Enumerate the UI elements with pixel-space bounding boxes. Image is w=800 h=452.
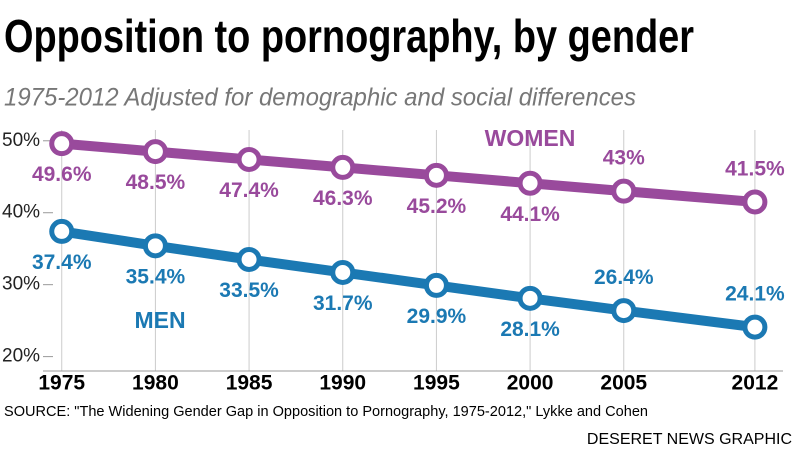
credit: DESERET NEWS GRAPHIC (587, 431, 792, 448)
data-label: 24.1% (725, 283, 785, 306)
point (236, 246, 262, 272)
y-tick-label: 40% (2, 202, 40, 223)
point (742, 189, 768, 215)
data-label: 29.9% (407, 305, 467, 328)
legend-label: WOMEN (485, 125, 576, 151)
data-label: 49.6% (32, 163, 92, 186)
data-label: 41.5% (725, 157, 785, 180)
x-tick-label: 1985 (226, 372, 273, 395)
point (330, 259, 356, 285)
chart-title: Opposition to pornography, by gender (4, 10, 694, 62)
data-label: 28.1% (500, 318, 560, 341)
data-label: 35.4% (126, 265, 186, 288)
legend-label: MEN (134, 307, 185, 333)
point (517, 170, 543, 196)
x-tick-label: 2012 (732, 372, 779, 395)
data-label: 37.4% (32, 251, 92, 274)
x-tick-label: 1980 (132, 372, 179, 395)
point (142, 139, 168, 165)
data-label: 26.4% (594, 266, 654, 289)
point (611, 178, 637, 204)
data-label: 47.4% (219, 179, 279, 202)
point (236, 146, 262, 172)
x-tick-label: 2005 (600, 372, 647, 395)
point (49, 218, 75, 244)
point (423, 272, 449, 298)
point (517, 285, 543, 311)
y-tick-label: 50% (2, 130, 40, 151)
data-label: 33.5% (219, 279, 279, 302)
source: SOURCE: "The Widening Gender Gap in Oppo… (4, 403, 648, 420)
y-tick-label: 20% (2, 346, 40, 367)
series-line (61, 138, 756, 207)
data-label: 48.5% (126, 171, 186, 194)
y-tick-label: 30% (2, 274, 40, 295)
x-tick-label: 1995 (413, 372, 460, 395)
series-line (60, 226, 756, 333)
point (142, 233, 168, 259)
point (742, 314, 768, 340)
x-tick-label: 1990 (319, 372, 366, 395)
data-label: 46.3% (313, 187, 373, 210)
point (423, 162, 449, 188)
chart-subtitle: 1975-2012 Adjusted for demographic and s… (4, 84, 636, 112)
point (330, 154, 356, 180)
data-label: 44.1% (500, 203, 560, 226)
data-label: 45.2% (407, 195, 467, 218)
x-tick-label: 1975 (38, 372, 85, 395)
point (611, 298, 637, 324)
point (49, 131, 75, 157)
x-tick-label: 2000 (507, 372, 554, 395)
data-label: 31.7% (313, 292, 373, 315)
data-label: 43% (603, 147, 645, 170)
